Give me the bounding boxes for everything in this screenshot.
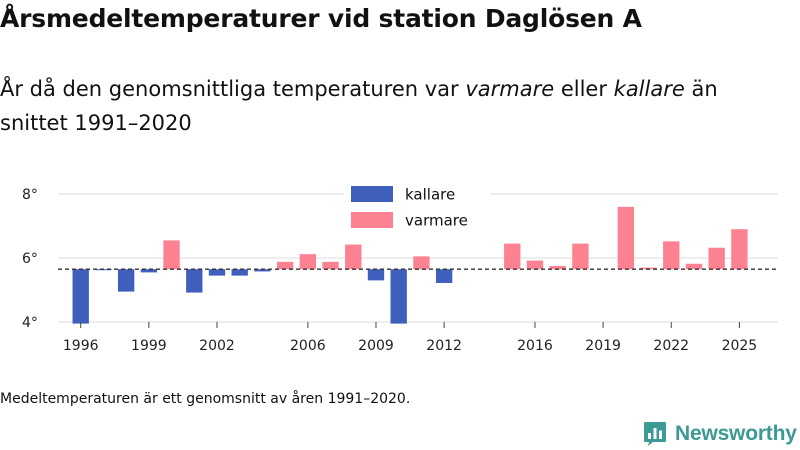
- subtitle-text-3: än snittet 1991–2020: [0, 77, 718, 135]
- chart-title: Årsmedeltemperaturer vid station Daglöse…: [0, 4, 642, 33]
- bar-2009: [367, 269, 385, 281]
- bar-layer: [72, 206, 748, 324]
- temperature-bar-chart: 4° 6° 8° 1996 1999 2002 2006 2009 2012 2016 2019 20…: [22, 178, 778, 354]
- bar-2007: [322, 261, 339, 270]
- legend-label-warmer: varmare: [405, 212, 468, 230]
- bar-2001: [186, 269, 203, 293]
- chart-subtitle: År då den genomsnittliga temperaturen va…: [0, 72, 780, 140]
- bar-2003: [231, 269, 248, 276]
- bar-2018: [572, 243, 589, 270]
- x-tick-label-2022: 2022: [653, 338, 689, 354]
- x-tick-label-2009: 2009: [358, 338, 394, 354]
- bar-2008: [345, 244, 362, 270]
- y-tick-label-4: 4°: [22, 315, 38, 331]
- bar-2021: [640, 267, 657, 270]
- y-tick-label-6: 6°: [22, 251, 38, 267]
- bar-1998: [117, 269, 135, 292]
- bar-2015: [504, 243, 521, 270]
- x-tick-label-2012: 2012: [426, 338, 462, 354]
- bar-1996: [72, 269, 89, 324]
- bar-2006: [299, 254, 317, 270]
- legend-swatch-colder: [351, 186, 393, 202]
- x-tick-label-1996: 1996: [63, 338, 99, 354]
- legend-label-colder: kallare: [405, 186, 455, 204]
- legend[interactable]: kallare varmare: [344, 178, 490, 236]
- bar-2010: [390, 269, 407, 324]
- bar-2002: [208, 269, 226, 276]
- subtitle-cold-word: kallare: [613, 77, 685, 101]
- bar-2020: [617, 206, 634, 270]
- bar-2022: [663, 241, 680, 270]
- legend-swatch-warmer: [351, 212, 393, 228]
- bar-chart-logo-icon: [644, 422, 666, 446]
- subtitle-text-2: eller: [554, 77, 614, 101]
- x-tick-label-2019: 2019: [585, 338, 621, 354]
- bar-2017: [549, 266, 566, 270]
- x-tick-label-2006: 2006: [290, 338, 326, 354]
- y-tick-label-8: 8°: [22, 187, 38, 203]
- bar-2004: [254, 269, 271, 272]
- bar-2011: [413, 256, 430, 270]
- bar-2025: [731, 229, 748, 270]
- subtitle-warm-word: varmare: [465, 77, 555, 101]
- subtitle-text-1: År då den genomsnittliga temperaturen va…: [0, 77, 466, 101]
- bar-2023: [685, 263, 703, 270]
- x-tick-label-2025: 2025: [722, 338, 758, 354]
- footnote: Medeltemperaturen är ett genomsnitt av å…: [0, 391, 411, 407]
- bar-2012: [435, 269, 453, 283]
- bar-2016: [526, 260, 544, 270]
- axis-layer: 4° 6° 8° 1996 1999 2002 2006 2009 2012 2016 2019 20…: [22, 187, 757, 354]
- bar-2024: [708, 247, 725, 270]
- x-tick-label-2016: 2016: [517, 338, 553, 354]
- brand-name: Newsworthy: [675, 422, 797, 445]
- bar-2000: [163, 240, 180, 270]
- x-tick-label-2002: 2002: [199, 338, 235, 354]
- bar-2005: [276, 261, 294, 270]
- bar-1999: [140, 269, 158, 273]
- newsworthy-brand[interactable]: Newsworthy: [643, 420, 797, 448]
- x-tick-label-1999: 1999: [131, 338, 167, 354]
